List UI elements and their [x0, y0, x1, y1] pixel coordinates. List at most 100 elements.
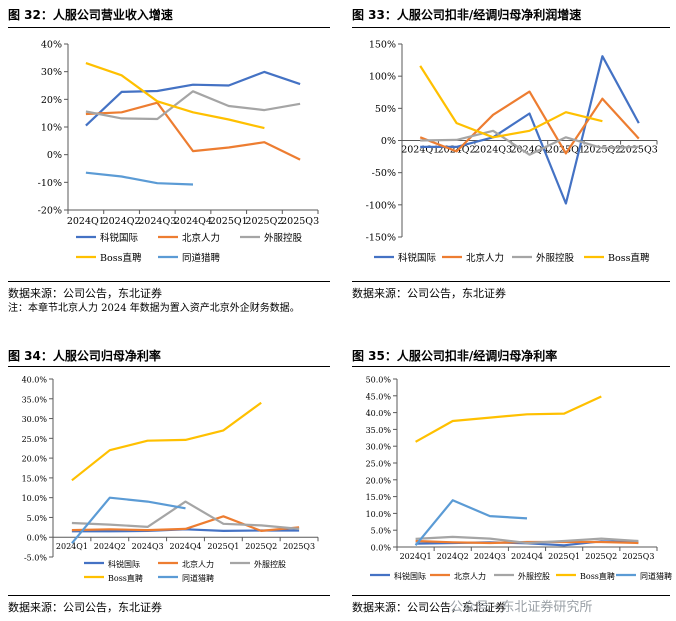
series-line-同道猎聘	[414, 499, 528, 546]
x-tick-label: 2025Q1	[210, 216, 248, 227]
source-text: 数据来源：公司公告，东北证券	[8, 601, 162, 614]
y-tick-label: 15.0%	[22, 474, 48, 483]
x-tick-label: 2024Q2	[437, 552, 469, 561]
series-line-外服控股	[71, 500, 300, 530]
x-tick-label: 2025Q2	[585, 552, 617, 561]
legend-label: Boss直聘	[580, 571, 615, 581]
legend-label: Boss直聘	[100, 252, 142, 264]
y-tick-label: 40.0%	[366, 409, 392, 418]
y-tick-label: 0%	[47, 150, 62, 161]
y-tick-label: 30%	[41, 67, 62, 78]
legend-label: Boss直聘	[108, 573, 143, 583]
x-tick-label: 2025Q1	[207, 542, 239, 551]
series-line-外服控股	[415, 535, 639, 545]
x-tick-label: 2024Q4	[511, 552, 543, 561]
panel-title: 图 33：人服公司扣非/经调归母净利润增速	[352, 8, 582, 22]
x-tick-label: 2024Q3	[132, 542, 164, 551]
y-tick-label: 5.0%	[27, 514, 48, 523]
watermark: 公众号 · 东北证券研究所	[450, 600, 593, 615]
y-tick-label: -10%	[38, 178, 62, 189]
x-tick-label: 2024Q2	[94, 542, 126, 551]
legend-label: 同道猎聘	[640, 571, 672, 581]
x-tick-label: 2024Q4	[169, 542, 201, 551]
y-tick-label: 10.0%	[366, 510, 392, 519]
legend-label: 外服控股	[254, 559, 286, 569]
legend-label: 科锐国际	[394, 571, 426, 581]
legend-label: 外服控股	[264, 232, 303, 244]
x-tick-label: 2025Q3	[281, 216, 319, 227]
legend-label: 北京人力	[466, 252, 504, 264]
y-tick-label: -5.0%	[24, 554, 47, 563]
x-tick-label: 2024Q2	[103, 216, 141, 227]
y-tick-label: 35.0%	[366, 426, 392, 435]
x-tick-label: 2024Q4	[174, 216, 212, 227]
series-line-科锐国际	[85, 70, 301, 127]
y-tick-label: 40.0%	[22, 376, 48, 385]
series-line-同道猎聘	[71, 496, 186, 544]
y-tick-label: 45.0%	[366, 392, 392, 401]
y-tick-label: 0%	[381, 136, 396, 147]
y-tick-label: 15.0%	[366, 493, 392, 502]
title-rule	[352, 366, 670, 367]
y-tick-label: -100%	[366, 200, 396, 211]
source-rule	[8, 595, 330, 596]
x-tick-label: 2024Q1	[400, 552, 432, 561]
x-tick-label: 2024Q1	[401, 145, 439, 156]
legend-label: 北京人力	[182, 232, 220, 244]
y-tick-label: 5.0%	[371, 527, 392, 536]
source-rule	[8, 281, 330, 282]
y-tick-label: 10.0%	[22, 494, 48, 503]
series-line-北京人力	[85, 101, 301, 161]
y-tick-label: 20.0%	[366, 476, 392, 485]
y-tick-label: -20%	[38, 206, 62, 217]
panel-title: 图 35：人服公司扣非/经调归母净利率	[352, 349, 558, 363]
x-tick-label: 2024Q1	[56, 542, 88, 551]
source-rule	[352, 281, 670, 282]
y-tick-label: 50.0%	[366, 376, 392, 385]
y-tick-label: -50%	[372, 168, 396, 179]
chart-35: 0.0% 5.0% 10.0% 15.0% 20.0% 25.0% 30.0% 35.0% 40…	[366, 376, 672, 582]
y-tick-label: 25.0%	[22, 435, 48, 444]
y-tick-label: 20%	[41, 95, 62, 106]
title-rule	[8, 366, 330, 367]
source-text: 数据来源：公司公告，东北证券	[352, 601, 506, 614]
chart-32: -20% -10% 0% 10% 20% 30% 40% 2024Q12024Q22024Q3…	[38, 40, 319, 265]
y-tick-label: 0.0%	[27, 534, 48, 543]
series-line-Boss直聘	[419, 65, 603, 139]
x-tick-label: 2025Q2	[583, 145, 621, 156]
series-line-同道猎聘	[85, 171, 194, 186]
y-tick-label: 40%	[41, 40, 62, 51]
x-tick-label: 2024Q3	[138, 216, 176, 227]
panel-33: 图 33：人服公司扣非/经调归母净利润增速 -150% -100% -50% 0% 50…	[352, 4, 670, 304]
y-tick-label: -150%	[366, 233, 396, 244]
y-tick-label: 35.0%	[22, 395, 48, 404]
x-tick-label: 2025Q2	[245, 542, 277, 551]
source-text: 数据来源：公司公告，东北证券	[352, 287, 506, 300]
source-rule	[352, 595, 670, 596]
title-rule	[352, 27, 670, 28]
x-tick-label: 2024Q3	[474, 145, 512, 156]
x-tick-label: 2024Q3	[474, 552, 506, 561]
legend-label: 同道猎聘	[182, 252, 221, 264]
legend-label: 外服控股	[536, 252, 575, 264]
series-line-科锐国际	[420, 55, 640, 205]
legend-label: 外服控股	[518, 571, 550, 581]
x-tick-label: 2025Q3	[283, 542, 315, 551]
footnote: 注：本章节北京人力 2024 年数据为置入资产北京外企财务数据。	[8, 303, 300, 314]
x-tick-label: 2025Q3	[622, 552, 654, 561]
panel-32: 图 32：人服公司营业收入增速 -20% -10% 0% 10% 20% 30% 40% 20…	[8, 4, 330, 334]
legend-label: 北京人力	[454, 571, 486, 581]
y-tick-label: 100%	[369, 72, 396, 83]
series-line-外服控股	[420, 129, 639, 156]
source-text: 数据来源：公司公告，东北证券	[8, 287, 162, 300]
panel-title: 图 32：人服公司营业收入增速	[8, 8, 173, 22]
series-line-Boss直聘	[71, 401, 262, 482]
x-tick-label: 2025Q2	[245, 216, 283, 227]
panel-34: 图 34：人服公司归母净利率 -5.0% 0.0% 5.0% 10.0% 15.0% 20…	[8, 345, 330, 617]
legend-label: 同道猎聘	[182, 573, 214, 583]
y-tick-label: 10%	[41, 123, 62, 134]
legend-label: 科锐国际	[398, 252, 437, 264]
panel-title: 图 34：人服公司归母净利率	[8, 349, 161, 363]
y-tick-label: 30.0%	[22, 415, 48, 424]
y-tick-label: 30.0%	[366, 443, 392, 452]
